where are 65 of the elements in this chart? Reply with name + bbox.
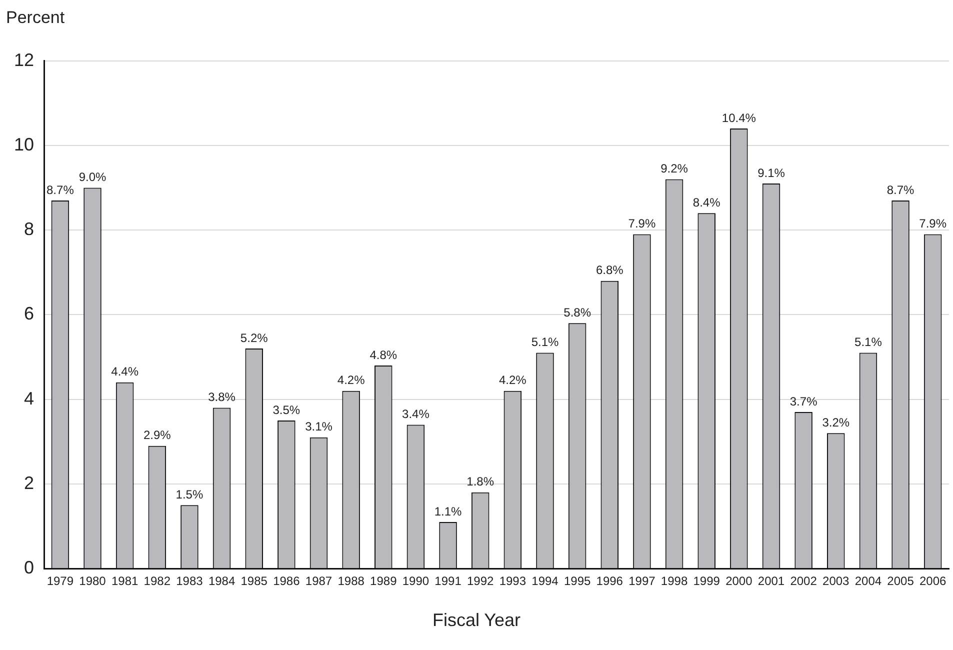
y-tick-label: 4 [24,388,34,408]
y-tick-label: 12 [14,50,34,70]
x-tick-label: 1994 [532,574,559,588]
x-tick-label: 2003 [822,574,850,588]
data-label: 1.1% [434,504,462,518]
data-label: 7.9% [919,216,947,231]
data-label: 3.2% [822,416,850,430]
data-label: 6.8% [596,263,624,278]
x-tick-label: 1999 [693,574,720,588]
data-label: 4.4% [111,364,139,379]
data-label: 8.7% [46,182,74,197]
y-tick-label: 2 [24,472,34,493]
data-label: 2.9% [143,428,172,442]
x-tick-label: 1987 [305,574,332,588]
y-tick-label: 8 [24,219,34,240]
x-axis-title: Fiscal Year [431,610,522,631]
data-label: 10.4% [722,110,756,125]
x-tick-label: 1998 [660,574,688,588]
data-label: 5.1% [854,335,882,350]
x-tick-label: 1988 [338,574,365,588]
data-label: 1.8% [466,474,494,489]
data-label: 4.2% [498,373,527,388]
x-tick-label: 2000 [726,574,753,588]
data-label: 4.8% [370,348,398,362]
x-tick-label: 1991 [434,574,462,588]
data-label: 5.1% [531,335,559,350]
x-tick-label: 1985 [240,574,268,588]
data-label: 9.0% [78,170,107,184]
data-label: 7.9% [628,216,656,231]
x-tick-label: 1984 [208,574,236,588]
x-tick-label: 1996 [596,574,624,588]
data-label: 3.7% [790,394,818,408]
x-tick-label: 2004 [854,574,882,588]
data-label: 3.1% [305,420,333,434]
y-tick-label: 0 [24,558,34,578]
data-label: 8.7% [886,182,915,197]
y-tick-label: 10 [14,134,34,154]
x-tick-label: 1995 [564,574,591,588]
data-label: 3.4% [402,407,430,422]
data-label: 5.2% [240,330,268,345]
x-tick-label: 1983 [176,574,204,588]
y-tick-label: 6 [24,304,34,324]
x-tick-label: 2006 [919,574,947,588]
data-label: 8.4% [692,195,721,210]
x-tick-label: 1992 [467,574,494,588]
data-label: 5.8% [564,305,592,320]
data-label: 4.2% [337,373,366,388]
data-label: 9.1% [758,166,786,180]
x-tick-label: 1986 [273,574,300,588]
x-tick-label: 1993 [499,574,526,588]
x-tick-label: 2005 [887,574,914,588]
data-label: 3.8% [208,390,236,404]
x-tick-label: 1979 [46,574,74,588]
x-tick-label: 1981 [111,574,138,588]
x-tick-label: 1982 [144,574,171,588]
x-tick-label: 1990 [402,574,430,588]
data-label: 3.5% [272,402,300,417]
x-tick-label: 2002 [790,574,818,588]
x-tick-label: 1997 [628,574,656,588]
x-tick-label: 2001 [758,574,785,588]
data-label: 1.5% [176,487,204,502]
y-axis-title: Percent [6,8,65,28]
x-tick-label: 1989 [370,574,398,588]
data-label: 9.2% [660,162,688,176]
x-tick-label: 1980 [79,574,106,588]
